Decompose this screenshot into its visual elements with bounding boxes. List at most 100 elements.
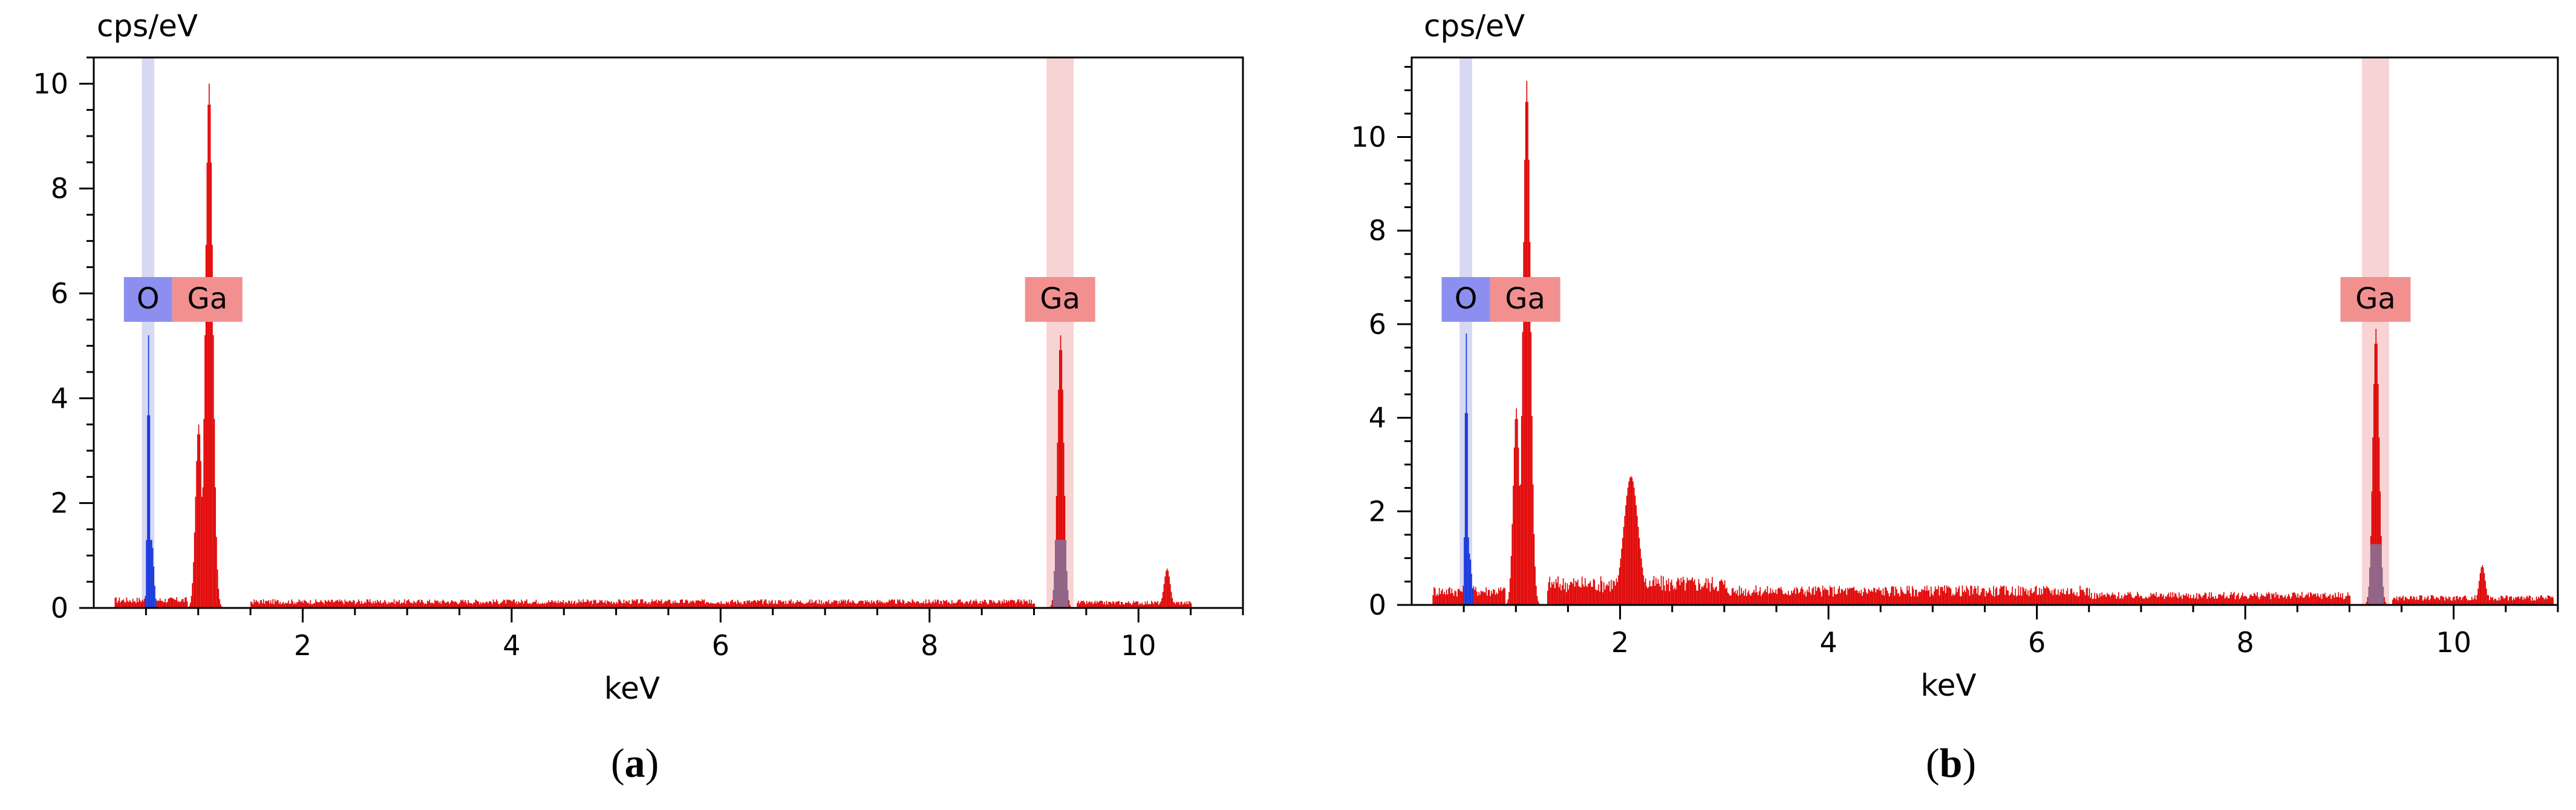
spectrum-bar bbox=[2183, 595, 2185, 605]
spectrum-bar bbox=[1596, 590, 1597, 605]
spectrum-bar bbox=[1895, 586, 1896, 605]
spectrum-bar bbox=[2195, 597, 2197, 605]
spectrum-bar bbox=[367, 599, 369, 608]
spectrum-bar bbox=[1149, 604, 1150, 608]
spectrum-bar bbox=[2032, 592, 2034, 605]
overlap-bar bbox=[2369, 567, 2370, 605]
spectrum-bar bbox=[784, 604, 786, 608]
overlap-bar bbox=[2374, 544, 2376, 605]
spectrum-bar bbox=[607, 601, 609, 608]
spectrum-bar bbox=[2515, 597, 2517, 605]
spectrum-bar bbox=[2454, 600, 2456, 605]
spectrum-bar bbox=[209, 83, 210, 609]
spectrum-bar bbox=[2118, 592, 2119, 605]
spectrum-bar bbox=[756, 602, 757, 608]
spectrum-bar bbox=[481, 603, 483, 608]
spectrum-bar bbox=[117, 601, 119, 608]
y-tick-label: 8 bbox=[51, 172, 68, 205]
overlap-bar bbox=[1060, 540, 1061, 608]
overlap-bar bbox=[2373, 544, 2375, 605]
spectrum-bar bbox=[2417, 599, 2419, 605]
spectrum-bar bbox=[123, 599, 125, 608]
spectrum-bar bbox=[1098, 601, 1100, 608]
spectrum-bar bbox=[737, 599, 739, 608]
spectrum-bar bbox=[2147, 598, 2148, 605]
spectrum-bar bbox=[2431, 595, 2433, 605]
spectrum-bar bbox=[2329, 595, 2330, 605]
spectrum-bar bbox=[217, 569, 218, 608]
spectrum-bar bbox=[1025, 601, 1026, 608]
spectrum-bar bbox=[2214, 598, 2216, 605]
spectrum-bar bbox=[1836, 593, 1838, 605]
spectrum-bar bbox=[823, 602, 824, 608]
spectrum-bar bbox=[1934, 586, 1936, 605]
spectrum-bar bbox=[2218, 594, 2220, 605]
caption-b: (b) bbox=[1926, 740, 1977, 786]
spectrum-bar bbox=[2202, 595, 2204, 605]
spectrum-bar bbox=[1434, 588, 1436, 605]
spectrum-bar bbox=[2400, 598, 2402, 605]
spectrum-bar bbox=[1172, 598, 1173, 608]
spectrum-bar bbox=[189, 603, 191, 608]
spectrum-bar bbox=[1953, 595, 1955, 605]
spectrum-bar bbox=[435, 601, 437, 608]
spectrum-bar bbox=[480, 602, 481, 608]
spectrum-bar bbox=[1608, 581, 1610, 605]
spectrum-bar bbox=[1860, 589, 1862, 605]
spectrum-bar bbox=[2225, 597, 2227, 605]
spectrum-bar bbox=[1640, 548, 1641, 605]
spectrum-bar bbox=[989, 599, 990, 608]
spectrum-bar bbox=[1957, 588, 1959, 605]
spectrum-bar bbox=[1536, 586, 1537, 605]
spectrum-bar bbox=[1855, 590, 1857, 605]
spectrum-bar bbox=[169, 598, 171, 608]
spectrum-bar bbox=[399, 599, 400, 608]
spectrum-bar bbox=[160, 601, 162, 608]
spectrum-bar bbox=[2443, 597, 2445, 605]
spectrum-bar bbox=[2451, 600, 2453, 605]
spectrum-bar bbox=[1768, 593, 1769, 605]
spectrum-bar bbox=[660, 601, 661, 608]
spectrum-bar bbox=[1454, 590, 1456, 605]
spectrum-bar bbox=[1114, 604, 1116, 608]
spectrum-bar bbox=[795, 602, 797, 608]
spectrum-bar bbox=[810, 603, 812, 608]
spectrum-bar bbox=[956, 601, 958, 608]
spectrum-bar bbox=[1489, 589, 1490, 605]
spectrum-bar bbox=[986, 604, 988, 608]
x-tick-label: 10 bbox=[2436, 626, 2471, 659]
spectrum-bar bbox=[700, 601, 702, 608]
spectrum-bar bbox=[2492, 597, 2494, 605]
spectrum-bar bbox=[2491, 598, 2493, 605]
spectrum-bar bbox=[1189, 601, 1191, 608]
spectrum-bar bbox=[964, 603, 965, 608]
spectrum-bar bbox=[2003, 585, 2005, 605]
spectrum-bar bbox=[1849, 587, 1851, 605]
spectrum-bar bbox=[507, 600, 509, 608]
spectrum-bar bbox=[1170, 592, 1172, 608]
spectrum-bar bbox=[2027, 590, 2029, 605]
spectrum-bar bbox=[1893, 586, 1894, 605]
spectrum-bar bbox=[1710, 583, 1712, 605]
spectrum-bar bbox=[597, 603, 599, 608]
spectrum-bar bbox=[2377, 384, 2379, 605]
spectrum-bar bbox=[2323, 594, 2325, 605]
spectrum-bar bbox=[330, 602, 331, 608]
spectrum-bar bbox=[362, 603, 364, 608]
spectrum-bar bbox=[2519, 598, 2520, 605]
spectrum-bar bbox=[931, 602, 933, 608]
spectrum-bar bbox=[2261, 593, 2262, 605]
spectrum-bar bbox=[2090, 597, 2092, 605]
spectrum-bar bbox=[877, 599, 879, 608]
spectrum-bar bbox=[745, 603, 747, 608]
spectrum-bar bbox=[318, 603, 320, 608]
spectrum-bar bbox=[344, 599, 346, 608]
spectrum-bar bbox=[1558, 587, 1560, 605]
spectrum-bar bbox=[403, 602, 404, 608]
spectrum-bar bbox=[328, 601, 330, 608]
spectrum-bar bbox=[2075, 595, 2077, 605]
spectrum-bar bbox=[834, 600, 836, 608]
spectrum-bar bbox=[1747, 592, 1749, 605]
spectrum-bar bbox=[331, 599, 332, 608]
spectrum-bar bbox=[1702, 587, 1704, 605]
